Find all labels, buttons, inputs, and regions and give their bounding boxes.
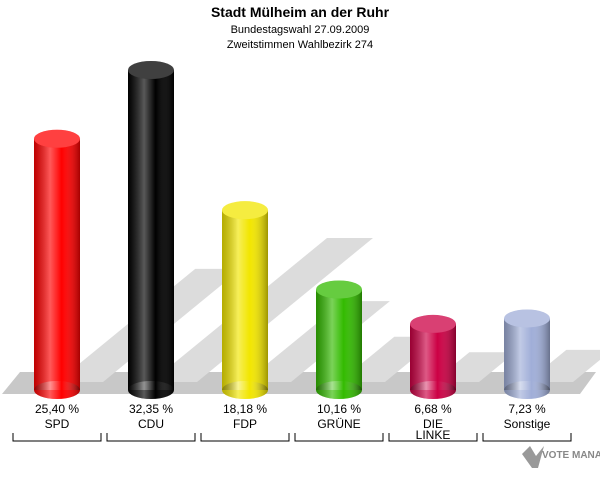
bar-shade bbox=[34, 381, 80, 399]
bar-top bbox=[316, 280, 362, 299]
value-label: 18,18 % bbox=[223, 402, 267, 416]
value-label: 10,16 % bbox=[317, 402, 361, 416]
x-tick-label: SPD bbox=[44, 417, 70, 431]
value-label: 25,40 % bbox=[35, 402, 79, 416]
bar-top bbox=[504, 309, 550, 328]
watermark: VOTE MANAGER bbox=[542, 450, 600, 461]
bar-shade bbox=[128, 381, 174, 399]
bar-shade bbox=[410, 323, 456, 390]
value-label: 32,35 % bbox=[129, 402, 173, 416]
bar-shade bbox=[410, 381, 456, 399]
value-label: 6,68 % bbox=[414, 402, 452, 416]
category-bracket bbox=[294, 433, 384, 442]
x-tick-label: FDP bbox=[233, 417, 257, 431]
bar-top bbox=[410, 314, 456, 333]
category-bracket bbox=[482, 433, 572, 442]
bar-shade bbox=[34, 138, 80, 390]
bar-top-light bbox=[316, 280, 362, 299]
bar-top-light bbox=[128, 61, 174, 79]
x-tick-label: CDU bbox=[138, 417, 164, 431]
bar-shade bbox=[504, 381, 550, 399]
category-bracket bbox=[12, 433, 102, 442]
bar-top-light bbox=[222, 201, 268, 220]
bar-top bbox=[128, 61, 174, 79]
bar-shade bbox=[316, 289, 362, 390]
value-label: 7,23 % bbox=[508, 402, 546, 416]
x-tick-label: DIE LINKE bbox=[415, 417, 451, 442]
bar-top-light bbox=[504, 309, 550, 328]
bar-shade bbox=[504, 318, 550, 390]
bar-top bbox=[222, 201, 268, 220]
logo: VOTE MANAGER bbox=[522, 446, 600, 468]
bar-top-light bbox=[34, 129, 80, 148]
chart-title: Stadt Mülheim an der Ruhr bbox=[211, 4, 390, 20]
bar-shade bbox=[222, 381, 268, 399]
chart-subtitle: Zweitstimmen Wahlbezirk 274 bbox=[227, 39, 373, 51]
category-bracket bbox=[200, 433, 290, 442]
bar-shade bbox=[128, 70, 174, 390]
category-bracket bbox=[106, 433, 196, 442]
x-tick-label: GRÜNE bbox=[317, 417, 361, 431]
chart-subtitle: Bundestagswahl 27.09.2009 bbox=[231, 24, 370, 36]
bar-shade bbox=[222, 210, 268, 390]
bar-shade bbox=[316, 381, 362, 399]
category-bracket bbox=[388, 433, 478, 442]
bar-top-light bbox=[410, 314, 456, 333]
bar-top bbox=[34, 129, 80, 148]
x-tick-label: Sonstige bbox=[503, 417, 551, 431]
